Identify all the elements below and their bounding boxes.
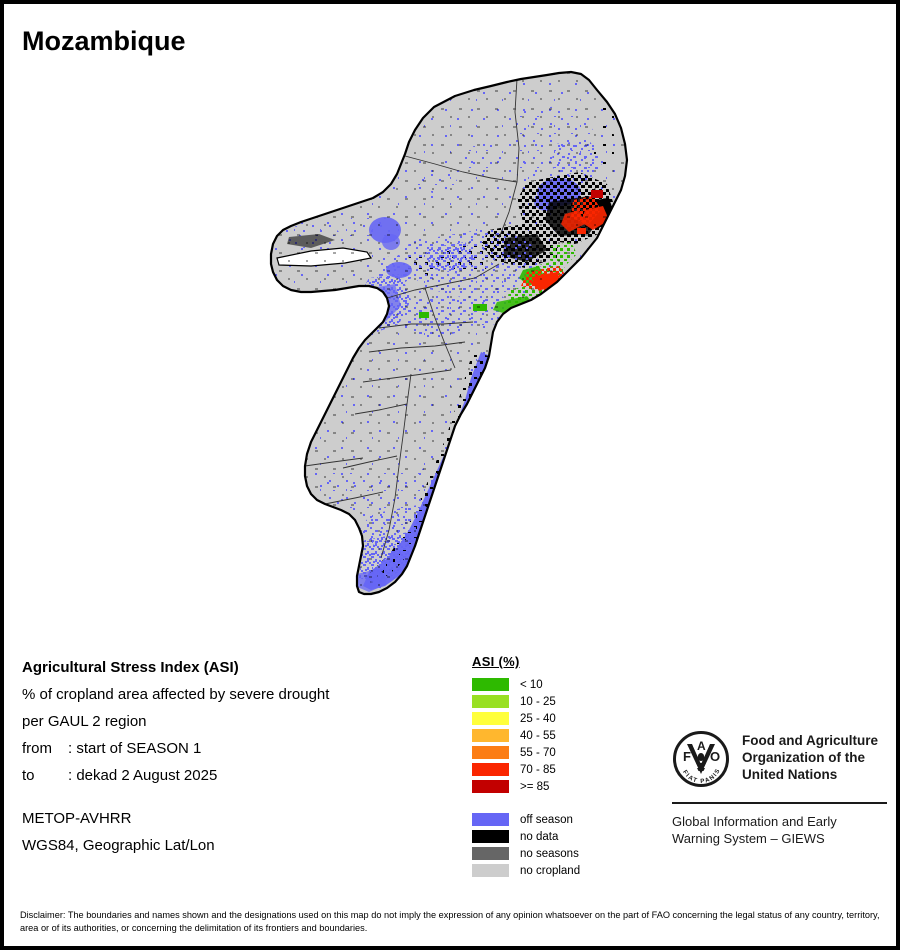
period-to-value: : dekad 2 August 2025 <box>68 767 218 784</box>
map-thematic-overlays <box>271 72 627 594</box>
map-legend: ASI (%) < 10 10 - 25 25 - 40 40 - 55 55 … <box>472 654 580 879</box>
legend-label: 70 - 85 <box>520 763 556 776</box>
legend-item-asi-25-40[interactable]: 25 - 40 <box>472 710 580 727</box>
legend-separator <box>472 795 580 811</box>
fao-divider <box>672 802 887 804</box>
legend-item-no-cropland[interactable]: no cropland <box>472 862 580 879</box>
svg-text:O: O <box>710 749 720 764</box>
legend-label: no cropland <box>520 864 581 877</box>
legend-item-off-season[interactable]: off season <box>472 811 580 828</box>
legend-title: ASI (%) <box>472 654 520 669</box>
asi-info-block: Agricultural Stress Index (ASI) % of cro… <box>22 659 452 864</box>
legend-item-asi-40-55[interactable]: 40 - 55 <box>472 727 580 744</box>
period-to-label: to <box>22 767 35 784</box>
giews-line-1: Global Information and Early <box>672 814 837 829</box>
svg-text:A: A <box>697 739 706 753</box>
legend-item-asi-70-85[interactable]: 70 - 85 <box>472 761 580 778</box>
legend-label: >= 85 <box>520 780 550 793</box>
legend-label: 10 - 25 <box>520 695 556 708</box>
legend-swatch-icon <box>472 864 509 877</box>
admin-boundaries <box>304 78 520 559</box>
legend-swatch-icon <box>472 780 509 793</box>
legend-item-asi-10-25[interactable]: 10 - 25 <box>472 693 580 710</box>
legend-label: 40 - 55 <box>520 729 556 742</box>
asi-description-line-1: % of cropland area affected by severe dr… <box>22 686 330 703</box>
legend-swatch-icon <box>472 746 509 759</box>
legend-label: off season <box>520 813 573 826</box>
legend-swatch-icon <box>472 847 509 860</box>
asi-heading: Agricultural Stress Index (ASI) <box>22 659 239 676</box>
fao-logo-row: F A O FIAT PANIS Food and Agriculture Or… <box>672 730 887 793</box>
legend-swatch-icon <box>472 763 509 776</box>
no-data-sparse <box>271 72 627 594</box>
period-from-label: from <box>22 740 52 757</box>
legend-item-no-data[interactable]: no data <box>472 828 580 845</box>
legend-item-no-seasons[interactable]: no seasons <box>472 845 580 862</box>
legend-item-asi-55-70[interactable]: 55 - 70 <box>472 744 580 761</box>
giews-line-2: Warning System – GIEWS <box>672 831 825 846</box>
legend-swatch-icon <box>472 712 509 725</box>
sensor-label: METOP-AVHRR <box>22 810 132 827</box>
legend-label: no data <box>520 830 559 843</box>
fao-organization-name: Food and Agriculture Organization of the… <box>742 730 878 783</box>
period-from-row: from : start of SEASON 1 <box>22 740 452 757</box>
info-spacer <box>22 794 452 810</box>
fao-name-line-1: Food and Agriculture <box>742 733 878 748</box>
country-outline <box>269 70 629 596</box>
fao-emblem-icon: F A O FIAT PANIS <box>672 730 730 793</box>
disclaimer-text: Disclaimer: The boundaries and names sho… <box>20 910 880 933</box>
legend-swatch-icon <box>472 729 509 742</box>
svg-text:F: F <box>683 749 691 764</box>
legend-label: 25 - 40 <box>520 712 556 725</box>
projection-label: WGS84, Geographic Lat/Lon <box>22 837 215 854</box>
legend-item-asi-ge85[interactable]: >= 85 <box>472 778 580 795</box>
legend-swatch-icon <box>472 813 509 826</box>
map-canvas[interactable] <box>259 52 679 632</box>
period-from-value: : start of SEASON 1 <box>68 740 202 757</box>
fao-branding-block: F A O FIAT PANIS Food and Agriculture Or… <box>672 730 887 847</box>
legend-label: no seasons <box>520 847 579 860</box>
legend-item-asi-lt10[interactable]: < 10 <box>472 676 580 693</box>
period-to-row: to : dekad 2 August 2025 <box>22 767 452 784</box>
mozambique-map-svg[interactable] <box>259 52 679 632</box>
giews-subtitle: Global Information and Early Warning Sys… <box>672 813 887 847</box>
page-title: Mozambique <box>22 26 186 56</box>
asi-description-line-2: per GAUL 2 region <box>22 713 147 730</box>
fao-name-line-2: Organization of the <box>742 750 865 765</box>
legend-swatch-icon <box>472 695 509 708</box>
legend-label: < 10 <box>520 678 543 691</box>
legend-swatch-icon <box>472 678 509 691</box>
legend-label: 55 - 70 <box>520 746 556 759</box>
legend-swatch-icon <box>472 830 509 843</box>
fao-name-line-3: United Nations <box>742 767 838 782</box>
